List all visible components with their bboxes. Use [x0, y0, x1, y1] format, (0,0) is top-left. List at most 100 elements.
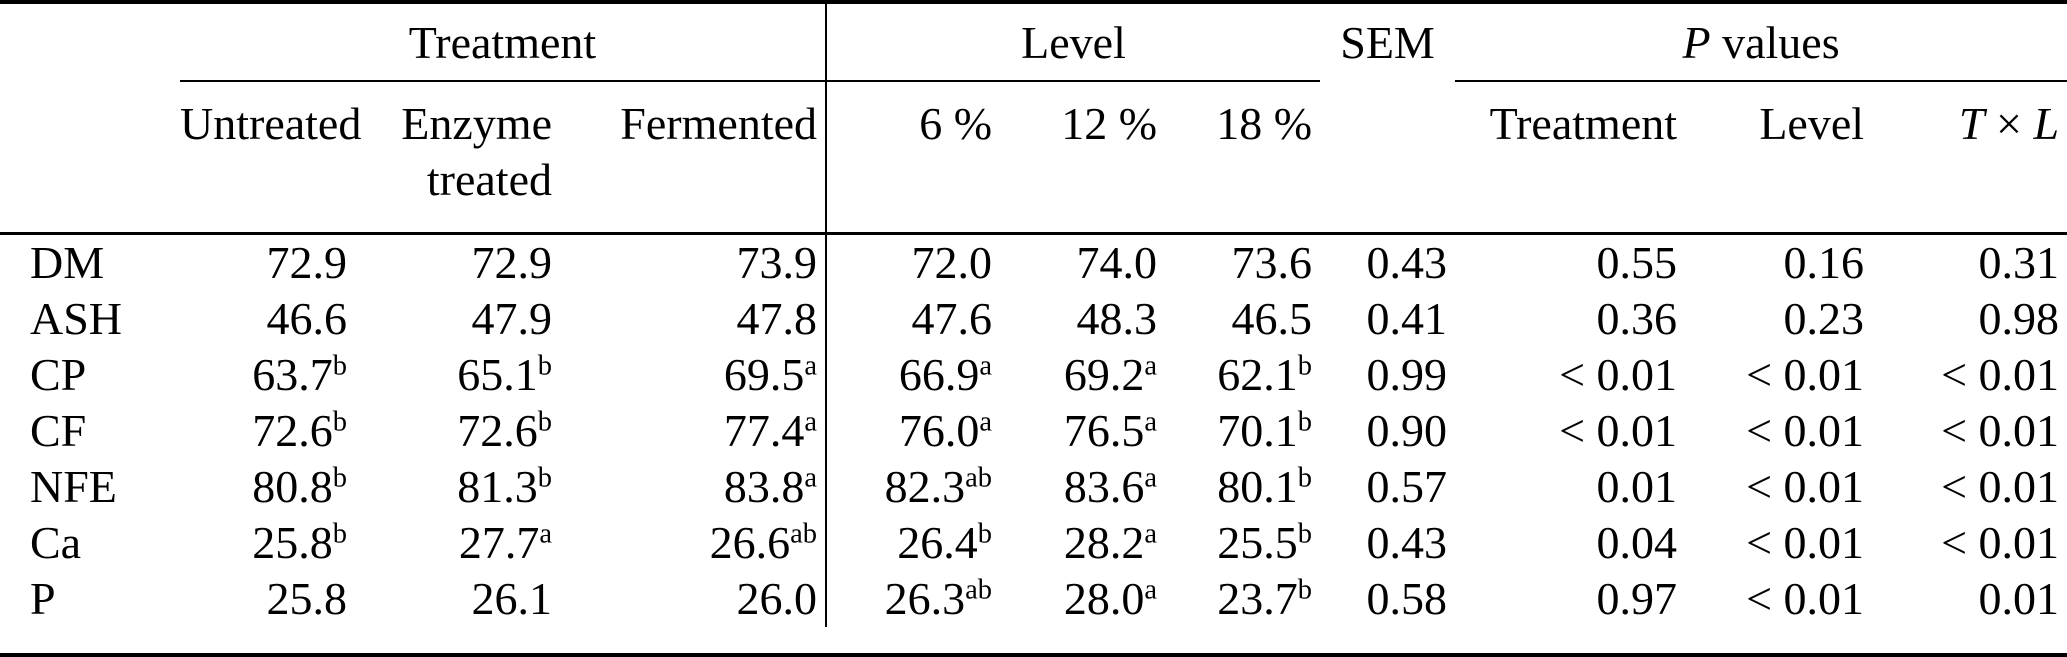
cell-superscript: a	[1144, 574, 1158, 606]
spacer-row	[0, 627, 2067, 655]
data-cell-12pct: 74.0	[1000, 234, 1165, 292]
data-cell-p-level: < 0.01	[1685, 347, 1872, 403]
sub-header-row: Untreated Enzyme treated Fermented 6 % 1…	[0, 81, 2067, 235]
data-cell-sem: 0.43	[1320, 515, 1455, 571]
row-label: DM	[30, 237, 105, 288]
cell-value: < 0.01	[1559, 349, 1678, 400]
cell-value: 72.9	[266, 237, 348, 288]
cell-superscript: a	[1144, 518, 1158, 550]
cell-value: 27.7	[458, 517, 540, 568]
cell-superscript: a	[804, 350, 818, 382]
data-cell-t-by-l: 0.01	[1872, 571, 2067, 627]
cell-superscript: a	[979, 406, 993, 438]
data-cell-6pct: 26.3ab	[825, 571, 1001, 627]
data-cell-t-by-l: < 0.01	[1872, 459, 2067, 515]
data-cell-12pct: 48.3	[1000, 291, 1165, 347]
data-cell-untreated: 25.8b	[180, 515, 355, 571]
cell-value: 47.8	[736, 293, 818, 344]
cell-value: 0.31	[1978, 237, 2060, 288]
cell-superscript: b	[332, 406, 347, 438]
data-cell-sem: 0.41	[1320, 291, 1455, 347]
data-cell-p-level: < 0.01	[1685, 459, 1872, 515]
cell-value: 23.7	[1217, 573, 1298, 624]
table-row: NFE 80.8b 81.3b 83.8a 82.3ab 83.6a 80.1b…	[0, 459, 2067, 515]
cell-value: 0.01	[1978, 573, 2060, 624]
cell-superscript: a	[1144, 462, 1158, 494]
cell-value: 47.6	[911, 293, 993, 344]
data-cell-enzyme-treated: 47.9	[355, 291, 560, 347]
data-cell-p-level: < 0.01	[1685, 571, 1872, 627]
cell-value: 26.3	[884, 573, 966, 624]
cell-value: 46.6	[266, 293, 348, 344]
cell-superscript: b	[1297, 462, 1313, 494]
cell-value: 46.5	[1231, 293, 1313, 344]
cell-superscript: b	[332, 518, 347, 550]
table-row: Ca 25.8b 27.7a 26.6ab 26.4b 28.2a 25.5b …	[0, 515, 2067, 571]
data-cell-18pct: 46.5	[1165, 291, 1320, 347]
data-cell-enzyme-treated: 26.1	[355, 571, 560, 627]
data-cell-p-treatment: 0.04	[1455, 515, 1685, 571]
data-cell-sem: 0.99	[1320, 347, 1455, 403]
table-row: P 25.8 26.1 26.0 26.3ab 28.0a 23.7b 0.58…	[0, 571, 2067, 627]
data-cell-6pct: 47.6	[825, 291, 1001, 347]
cell-value: < 0.01	[1941, 461, 2060, 512]
cell-superscript: b	[537, 350, 552, 382]
cell-superscript: b	[537, 462, 552, 494]
cell-superscript: b	[537, 406, 552, 438]
cell-value: 28.0	[1063, 573, 1145, 624]
data-cell-12pct: 69.2a	[1000, 347, 1165, 403]
cell-superscript: b	[1297, 574, 1313, 606]
data-cell-18pct: 70.1b	[1165, 403, 1320, 459]
cell-value: < 0.01	[1559, 405, 1678, 456]
cell-value: 80.1	[1217, 461, 1298, 512]
data-cell-t-by-l: < 0.01	[1872, 515, 2067, 571]
table-row: DM 72.9 72.9 73.9 72.0 74.0 73.6 0.43 0.…	[0, 233, 2067, 292]
table-body: DM 72.9 72.9 73.9 72.0 74.0 73.6 0.43 0.…	[0, 233, 2067, 627]
data-cell-12pct: 83.6a	[1000, 459, 1165, 515]
cell-value: 26.6	[709, 517, 791, 568]
cell-value: 48.3	[1076, 293, 1158, 344]
data-cell-enzyme-treated: 65.1b	[355, 347, 560, 403]
row-label: CF	[30, 405, 87, 456]
col-header-6pct: 6 %	[825, 81, 1001, 235]
cell-value: 73.9	[736, 237, 818, 288]
cell-value: 25.8	[252, 517, 333, 568]
cell-value: 65.1	[457, 349, 538, 400]
data-cell-6pct: 72.0	[825, 233, 1001, 291]
cell-value: 83.8	[723, 461, 805, 512]
row-label: CP	[30, 349, 87, 400]
data-cell-p-level: < 0.01	[1685, 515, 1872, 571]
cell-value: 0.97	[1596, 573, 1678, 624]
data-cell-p-level: 0.16	[1685, 234, 1872, 292]
group-header-row: Treatment Level SEM P values	[0, 2, 2067, 82]
empty-sem-subheader-cell	[1320, 81, 1456, 235]
cell-value: < 0.01	[1941, 517, 2060, 568]
data-cell-p-treatment: 0.36	[1455, 291, 1685, 347]
cell-superscript: ab	[965, 462, 993, 494]
cell-value: 0.01	[1596, 461, 1678, 512]
cell-superscript: a	[804, 462, 818, 494]
cell-value: 82.3	[884, 461, 966, 512]
cell-value: 69.5	[723, 349, 805, 400]
data-cell-fermented: 26.0	[560, 571, 826, 627]
data-cell-untreated: 80.8b	[180, 459, 355, 515]
data-cell-p-level: < 0.01	[1685, 403, 1872, 459]
data-cell-t-by-l: 0.31	[1872, 234, 2067, 292]
cell-superscript: a	[979, 350, 993, 382]
cell-value: 76.5	[1063, 405, 1145, 456]
data-cell-fermented: 47.8	[560, 291, 826, 347]
t-by-l-l: L	[2033, 98, 2060, 149]
col-header-untreated: Untreated	[180, 81, 361, 235]
cell-value: 47.9	[471, 293, 553, 344]
data-cell-sem: 0.43	[1320, 234, 1455, 292]
data-cell-18pct: 73.6	[1165, 234, 1320, 292]
cell-value: 72.6	[457, 405, 538, 456]
group-header-level: Level	[825, 2, 1321, 82]
col-header-fermented: Fermented	[560, 81, 827, 235]
col-header-12pct: 12 %	[1000, 81, 1166, 235]
data-cell-fermented: 77.4a	[560, 403, 826, 459]
data-cell-6pct: 76.0a	[825, 403, 1001, 459]
data-cell-12pct: 76.5a	[1000, 403, 1165, 459]
row-label: NFE	[30, 461, 117, 512]
